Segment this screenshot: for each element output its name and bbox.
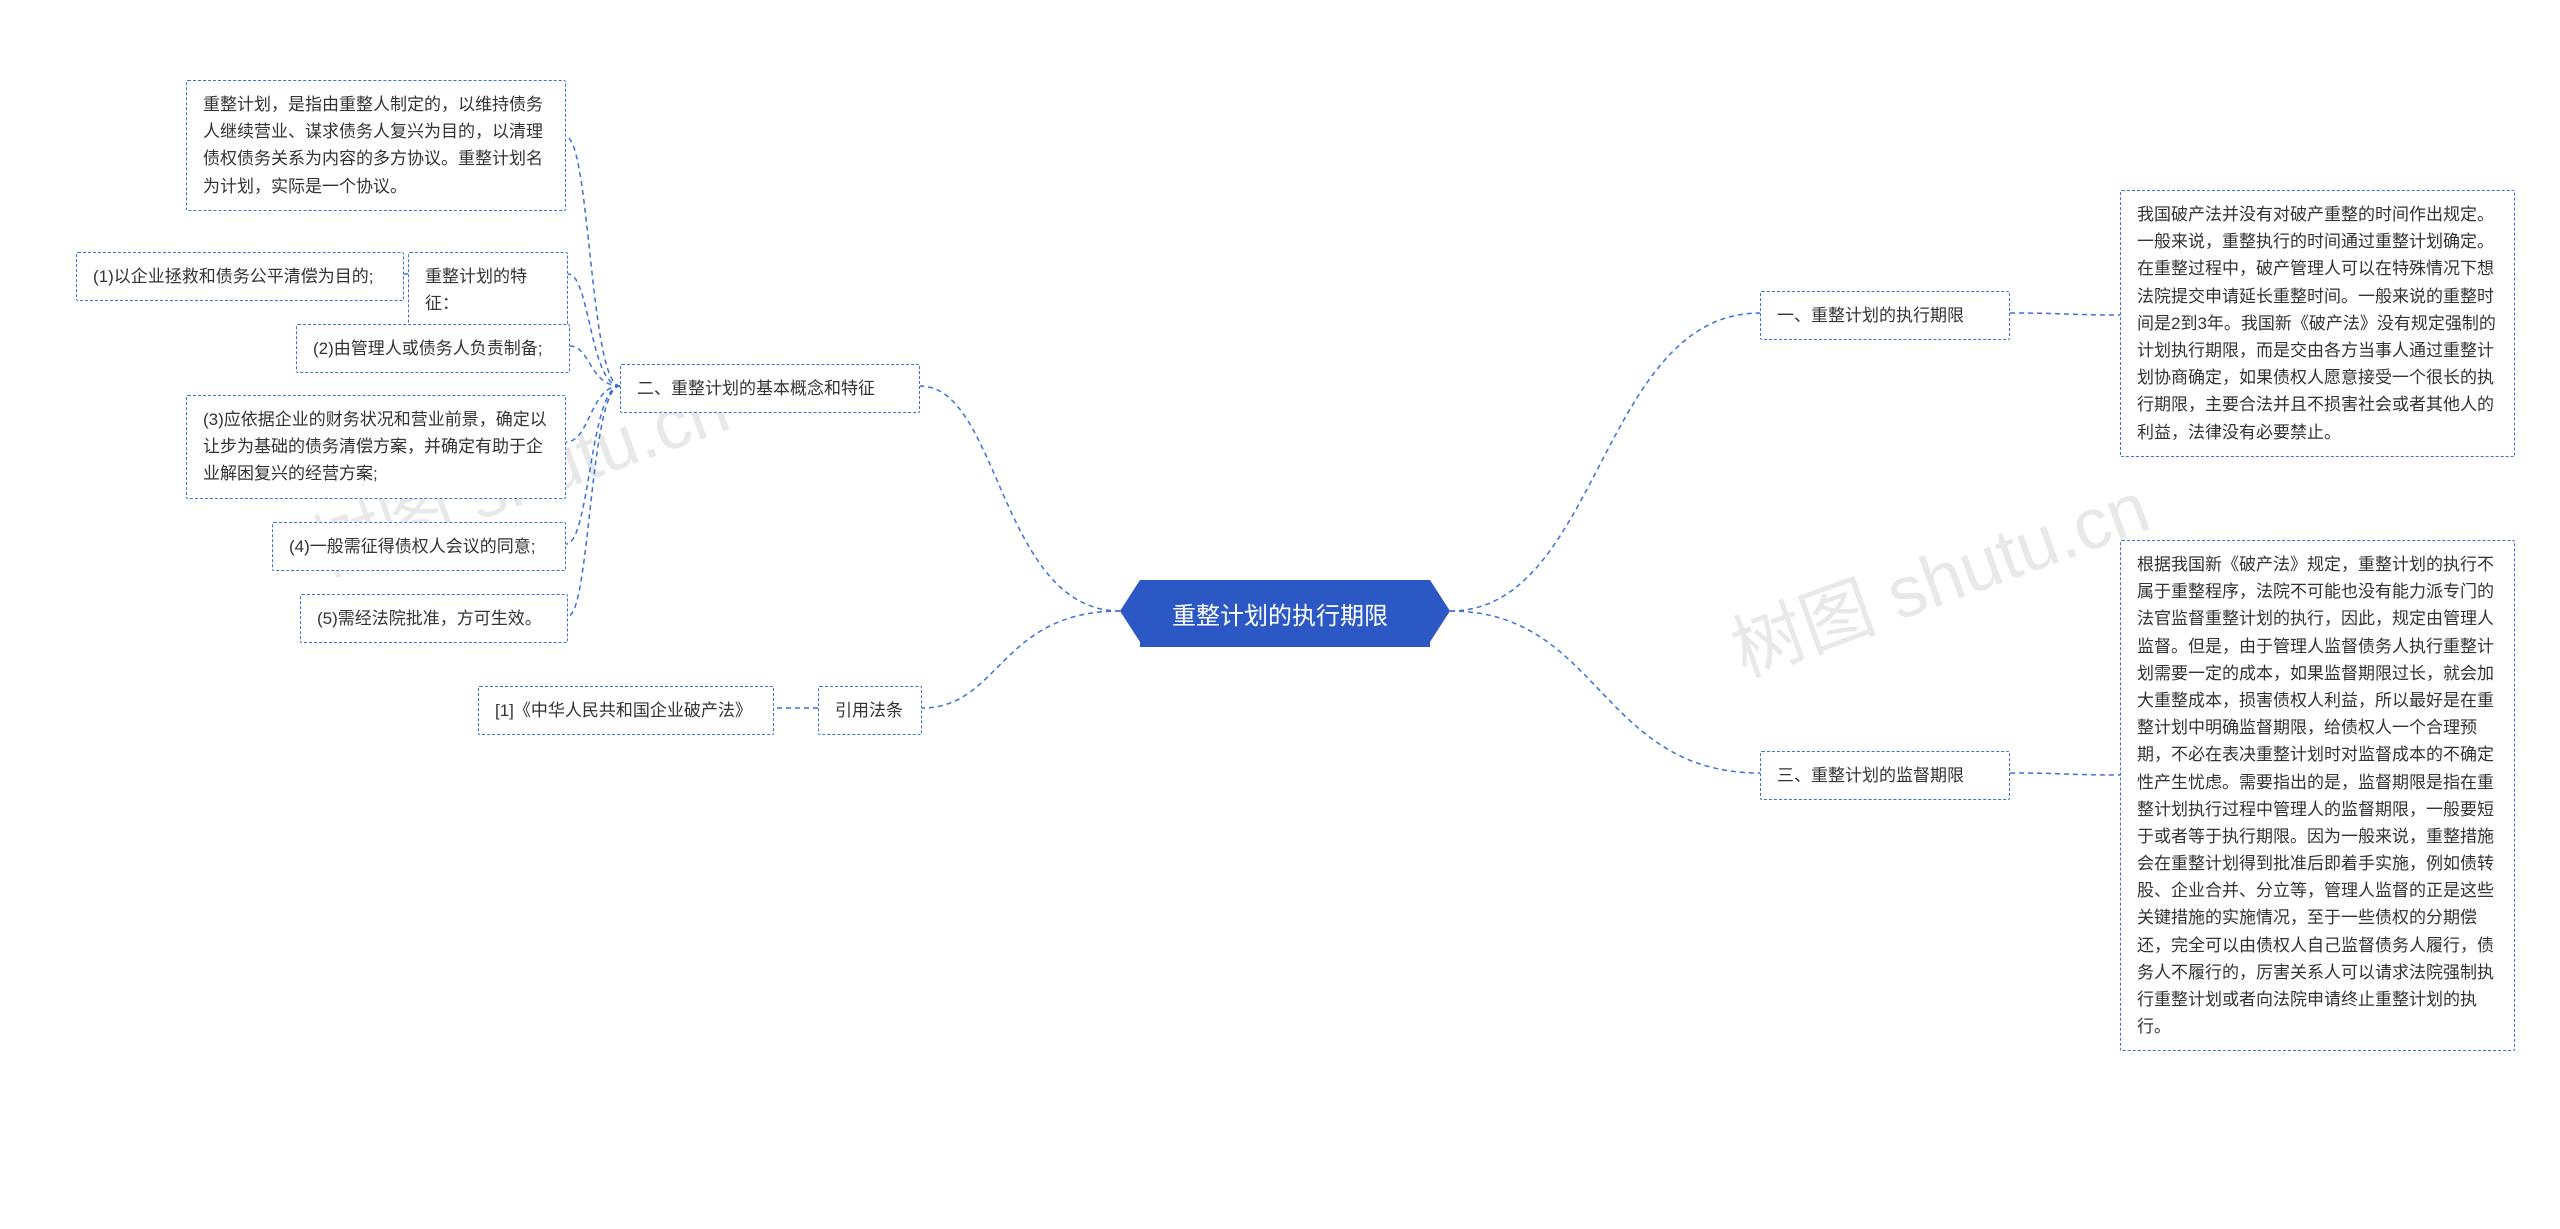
branch-3-detail: 根据我国新《破产法》规定，重整计划的执行不属于重整程序，法院不可能也没有能力派专… [2120,540,2515,1051]
branch-cite-law: 引用法条 [818,686,922,735]
branch-1-detail: 我国破产法并没有对破产重整的时间作出规定。一般来说，重整执行的时间通过重整计划确… [2120,190,2515,457]
branch-2-feature-5: (5)需经法院批准，方可生效。 [300,594,568,643]
branch-cite-law-detail: [1]《中华人民共和国企业破产法》 [478,686,774,735]
branch-1-execution-period: 一、重整计划的执行期限 [1760,291,2010,340]
branch-2-feature-4: (4)一般需征得债权人会议的同意; [272,522,566,571]
branch-2-feature-1: (1)以企业拯救和债务公平清偿为目的; [76,252,404,301]
branch-2-feature-3: (3)应依据企业的财务状况和营业前景，确定以让步为基础的债务清偿方案，并确定有助… [186,395,566,499]
branch-2-features-label: 重整计划的特征： [408,252,568,328]
branch-2-concept-features: 二、重整计划的基本概念和特征 [620,364,920,413]
watermark-2: 树图 shutu.cn [1715,449,2161,697]
branch-3-supervision-period: 三、重整计划的监督期限 [1760,751,2010,800]
branch-2-definition: 重整计划，是指由重整人制定的，以维持债务人继续营业、谋求债务人复兴为目的，以清理… [186,80,566,211]
branch-2-feature-2: (2)由管理人或债务人负责制备; [296,324,570,373]
root-node: 重整计划的执行期限 [1140,580,1430,647]
